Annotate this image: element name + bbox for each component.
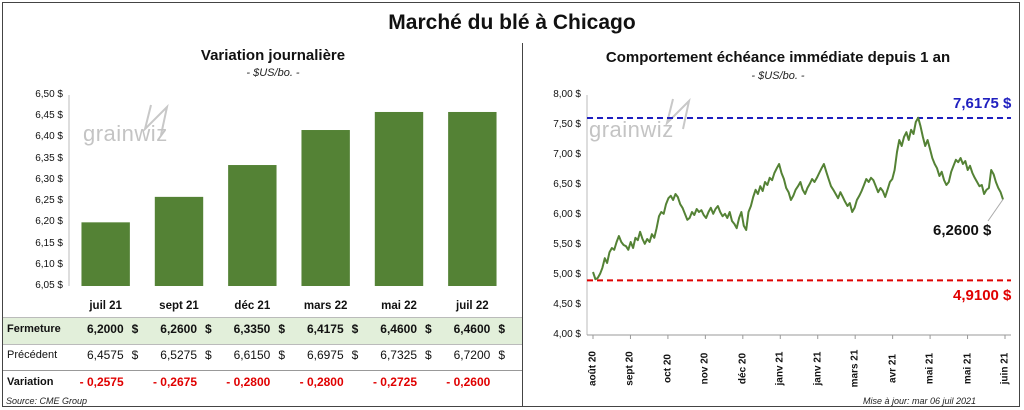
update-note: Mise à jour: mar 06 juil 2021 [863,396,977,406]
line-x-tick: juin 21 [999,352,1011,385]
table-row-variation-cell: - 0,2800 [226,375,271,389]
table-row-previous-unit: $ [498,348,506,362]
table-row-previous-cell: 6,4575 [86,348,124,362]
table-row-previous-unit: $ [131,348,139,362]
line-y-tick: 6,00 $ [553,209,581,220]
bar-chart-title: Variation journalière [200,47,346,64]
table-row-close-unit: $ [278,322,286,336]
bar-category-label: juil 22 [456,300,489,312]
panel-divider [522,43,523,407]
line-y-tick: 4,00 $ [553,329,581,340]
table-row-previous-unit: $ [205,348,212,362]
line-x-tick: janv 21 [812,351,824,386]
line-y-tick: 6,50 $ [553,179,581,190]
line-y-tick: 5,00 $ [553,269,581,280]
table-row-close-unit: $ [205,322,212,336]
table-row-previous-cell: 6,6975 [306,348,344,362]
bar-y-tick: 6,40 $ [35,131,63,143]
line-y-tick: 7,50 $ [553,119,581,130]
line-x-tick: nov 20 [699,352,711,385]
line-y-tick: 5,50 $ [553,239,581,250]
table-row-variation-label: Variation [7,376,54,388]
last-value-leader [987,199,1004,222]
bar-category-label: déc 21 [234,300,271,312]
table-row-close-unit: $ [131,322,139,336]
line-x-tick: mai 21 [962,352,974,385]
bar-y-tick: 6,30 $ [35,173,63,185]
line-x-tick: sept 20 [624,351,636,386]
line-x-tick: oct 20 [662,354,674,383]
bar-category-label: mars 22 [303,300,348,312]
bar-5 [448,111,497,286]
table-row-previous-unit: $ [278,348,286,362]
table-row-close-cell: 6,4600 [380,322,417,336]
line-chart-title: Comportement échéance immédiate depuis 1… [605,49,951,66]
line-y-tick: 7,00 $ [553,149,581,160]
table-row-variation-cell: - 0,2725 [372,375,417,389]
high-label: 7,6175 $ [953,95,1012,112]
line-x-tick: août 20 [587,351,599,387]
bar-y-tick: 6,05 $ [35,280,63,291]
line-y-tick: 8,00 $ [553,89,581,100]
watermark-graphic-2 [665,97,691,130]
table-row-close-label: Fermeture [7,323,61,335]
price-series-line [592,116,1004,281]
table-row-close-cell: 6,3350 [233,322,271,336]
bar-3 [301,130,350,286]
line-chart-subtitle: - $US/bo. - [751,70,805,82]
table-row-close-cell: 6,4600 [453,322,491,336]
last-value-label: 6,2600 $ [933,222,992,239]
table-row-variation-cell: - 0,2675 [152,375,197,389]
bar-y-tick: 6,10 $ [35,258,63,270]
line-x-tick: avr 21 [887,354,899,383]
table-row-variation-cell: - 0,2575 [79,375,124,389]
bar-category-label: mai 22 [381,300,417,312]
line-x-tick: déc 20 [737,352,749,385]
bar-chart-svg [68,95,497,286]
table-row-previous-cell: 6,6150 [233,348,271,362]
table-row-close-cell: 6,2000 [86,322,124,336]
bar-y-tick: 6,25 $ [35,195,63,207]
table-row-close-cell: 6,2600 [160,322,197,336]
bar-chart-subtitle: - $US/bo. - [246,67,300,79]
low-label: 4,9100 $ [953,287,1012,304]
table-row-previous-cell: 6,5275 [160,348,197,362]
line-chart-svg [586,95,1011,339]
bar-y-tick: 6,20 $ [35,216,63,228]
table-row-previous-unit: $ [351,348,359,362]
bar-y-tick: 6,15 $ [35,237,63,249]
bar-4 [374,111,424,286]
table-row-close-bg [3,317,522,345]
bar-0 [81,222,130,286]
line-x-tick: mai 21 [924,352,936,385]
bar-1 [154,196,204,286]
table-row-close-unit: $ [425,322,432,336]
table-row-close-unit: $ [498,322,506,336]
bar-y-tick: 6,35 $ [35,152,63,164]
bar-category-label: juil 21 [89,300,122,312]
table-row-close-unit: $ [351,322,359,336]
main-title: Marché du blé à Chicago [388,11,636,34]
table-row-previous-label: Précédent [7,349,58,361]
bar-category-label: sept 21 [159,300,199,312]
line-x-tick: mars 21 [849,349,861,388]
table-row-close-cell: 6,4175 [306,322,344,336]
line-y-tick: 4,50 $ [553,299,581,310]
table-row-previous-cell: 6,7325 [380,348,417,362]
bar-y-tick: 6,50 $ [35,89,63,100]
table-row-variation-cell: - 0,2800 [299,375,344,389]
table-row-previous-unit: $ [425,348,432,362]
source-note: Source: CME Group [6,396,88,406]
table-row-previous-cell: 6,7200 [453,348,491,362]
line-chart-watermark: grainwiz [589,117,674,142]
bar-2 [228,165,277,286]
watermark-graphic [143,103,169,136]
bar-chart-watermark: grainwiz [83,121,168,146]
line-x-tick: janv 21 [774,351,786,386]
table-divider [3,370,522,371]
bar-y-tick: 6,45 $ [35,110,63,122]
table-row-variation-cell: - 0,2600 [446,375,491,389]
